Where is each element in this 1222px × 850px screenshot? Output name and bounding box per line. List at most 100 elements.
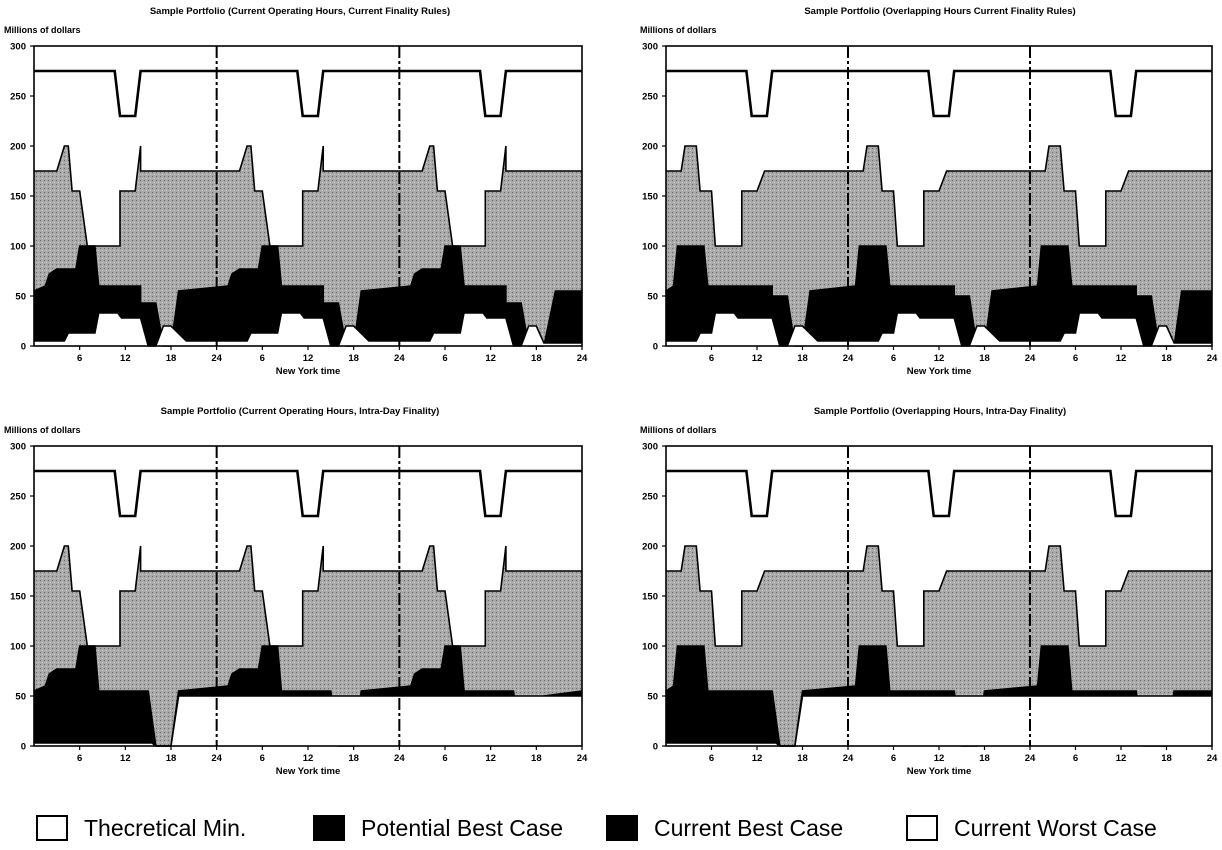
x-axis-label: New York time xyxy=(907,366,972,377)
y-tick-label-200: 200 xyxy=(642,142,658,153)
y-tick-label-0: 0 xyxy=(653,342,658,353)
x-tick-label-9: 6 xyxy=(1073,753,1078,764)
x-tick-label-12: 24 xyxy=(577,753,588,764)
y-tick-label-100: 100 xyxy=(642,242,658,253)
legend-label-potential-best-case: Potential Best Case xyxy=(361,814,564,841)
x-tick-label-7: 18 xyxy=(348,753,359,764)
x-tick-label-10: 12 xyxy=(1116,353,1127,364)
legend-label-current-best-case: Current Best Case xyxy=(654,814,844,841)
legend-item-potential-best-case: Potential Best Case xyxy=(313,808,563,848)
series-line-theoretical-min xyxy=(666,69,1212,118)
y-tick-label-150: 150 xyxy=(10,592,26,603)
legend: Thecretical Min. Potential Best Case Cur… xyxy=(0,808,1222,848)
legend-item-current-worst-case: Current Worst Case xyxy=(906,808,1157,848)
x-tick-label-2: 12 xyxy=(752,353,763,364)
x-axis-label: New York time xyxy=(907,766,972,777)
x-tick-label-1: 6 xyxy=(77,353,82,364)
y-tick-label-150: 150 xyxy=(10,192,26,203)
x-tick-label-8: 24 xyxy=(394,753,405,764)
y-tick-label-100: 100 xyxy=(10,642,26,653)
x-tick-label-3: 18 xyxy=(797,353,808,364)
chart-panel-2: Sample Portfolio (Overlapping Hours Curr… xyxy=(640,6,1218,377)
area-current-worst xyxy=(666,696,1212,746)
x-tick-label-11: 18 xyxy=(531,753,542,764)
area-current-best xyxy=(666,246,1212,346)
y-tick-label-50: 50 xyxy=(15,292,26,303)
y-tick-label-0: 0 xyxy=(653,742,658,753)
x-tick-label-10: 12 xyxy=(485,753,496,764)
chart-title: Sample Portfolio (Current Operating Hour… xyxy=(161,406,440,417)
x-tick-label-11: 18 xyxy=(1161,753,1172,764)
y-tick-label-250: 250 xyxy=(10,92,26,103)
series-line-current-best xyxy=(33,645,583,747)
x-tick-label-12: 24 xyxy=(577,353,588,364)
x-tick-label-1: 6 xyxy=(77,753,82,764)
y-tick-label-50: 50 xyxy=(647,692,658,703)
y-tick-label-250: 250 xyxy=(10,492,26,503)
x-tick-label-2: 12 xyxy=(752,753,763,764)
chart-title: Sample Portfolio (Overlapping Hours, Int… xyxy=(814,406,1066,417)
y-tick-label-300: 300 xyxy=(642,42,658,53)
series-line-theoretical-min xyxy=(34,69,582,118)
x-tick-label-7: 18 xyxy=(979,753,990,764)
y-tick-label-300: 300 xyxy=(10,442,26,453)
x-tick-label-6: 12 xyxy=(303,753,314,764)
x-tick-label-3: 18 xyxy=(166,753,177,764)
x-tick-label-5: 6 xyxy=(891,353,896,364)
legend-item-current-best-case: Current Best Case xyxy=(606,808,843,848)
y-tick-label-250: 250 xyxy=(642,492,658,503)
x-tick-label-10: 12 xyxy=(1116,753,1127,764)
x-tick-label-7: 18 xyxy=(979,353,990,364)
legend-swatch-current-best-case xyxy=(606,815,638,841)
y-tick-label-250: 250 xyxy=(642,92,658,103)
y-axis-label: Millions of dollars xyxy=(4,425,81,435)
x-tick-label-5: 6 xyxy=(891,753,896,764)
chart-title: Sample Portfolio (Overlapping Hours Curr… xyxy=(804,6,1075,17)
series-line-current-worst xyxy=(666,312,1212,347)
x-tick-label-6: 12 xyxy=(934,753,945,764)
chart-panel-3: Sample Portfolio (Current Operating Hour… xyxy=(4,406,588,777)
legend-label-theoretical-min: Thecretical Min. xyxy=(84,814,247,841)
y-tick-label-100: 100 xyxy=(642,642,658,653)
area-current-worst xyxy=(666,313,1212,346)
series-line-theoretical-min xyxy=(666,469,1212,518)
x-tick-label-12: 24 xyxy=(1207,753,1218,764)
series-line-theoretical-min xyxy=(34,469,582,518)
y-tick-label-300: 300 xyxy=(10,42,26,53)
x-tick-label-4: 24 xyxy=(843,753,854,764)
x-tick-label-8: 24 xyxy=(1025,353,1036,364)
y-axis-label: Millions of dollars xyxy=(4,25,81,35)
x-tick-label-2: 12 xyxy=(120,353,131,364)
x-tick-label-6: 12 xyxy=(303,353,314,364)
y-tick-label-150: 150 xyxy=(642,192,658,203)
x-tick-label-3: 18 xyxy=(166,353,177,364)
x-axis-label: New York time xyxy=(276,766,341,777)
legend-item-theoretical-min: Thecretical Min. xyxy=(36,808,246,848)
x-tick-label-4: 24 xyxy=(843,353,854,364)
x-tick-label-8: 24 xyxy=(1025,753,1036,764)
y-tick-label-100: 100 xyxy=(10,242,26,253)
series-line-potential-best xyxy=(666,545,1212,647)
y-tick-label-300: 300 xyxy=(642,442,658,453)
x-tick-label-9: 6 xyxy=(442,353,447,364)
x-tick-label-12: 24 xyxy=(1207,353,1218,364)
chart-panel-4: Sample Portfolio (Overlapping Hours, Int… xyxy=(640,406,1218,777)
y-tick-label-50: 50 xyxy=(15,692,26,703)
chart-panel-1: Sample Portfolio (Current Operating Hour… xyxy=(4,6,588,377)
x-axis-label: New York time xyxy=(276,366,341,377)
y-tick-label-200: 200 xyxy=(10,142,26,153)
area-current-worst xyxy=(34,313,582,346)
series-line-potential-best xyxy=(666,145,1212,247)
y-tick-label-0: 0 xyxy=(21,742,26,753)
y-axis-label: Millions of dollars xyxy=(640,425,717,435)
x-tick-label-7: 18 xyxy=(348,353,359,364)
x-tick-label-11: 18 xyxy=(1161,353,1172,364)
x-tick-label-8: 24 xyxy=(394,353,405,364)
series-line-current-best xyxy=(33,245,582,347)
x-tick-label-5: 6 xyxy=(260,753,265,764)
y-tick-label-200: 200 xyxy=(642,542,658,553)
series-line-current-best xyxy=(665,245,1212,347)
x-tick-label-4: 24 xyxy=(211,353,222,364)
area-current-best xyxy=(34,246,582,346)
